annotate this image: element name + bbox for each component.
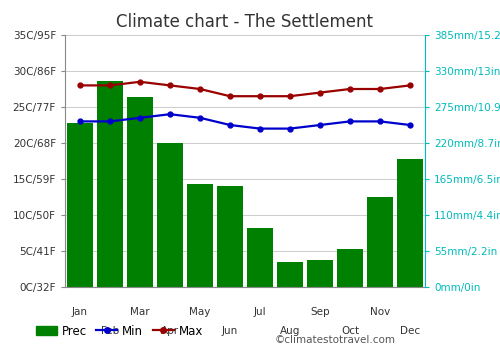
Text: Feb: Feb [101, 326, 119, 336]
Bar [127, 97, 153, 287]
Text: Aug: Aug [280, 326, 300, 336]
Bar [337, 249, 363, 287]
Bar [367, 197, 393, 287]
Legend: Prec, Min, Max: Prec, Min, Max [31, 320, 208, 342]
Bar [217, 186, 243, 287]
Text: Jan: Jan [72, 307, 88, 317]
Bar [397, 159, 423, 287]
Text: Jun: Jun [222, 326, 238, 336]
Bar [97, 81, 123, 287]
Text: Nov: Nov [370, 307, 390, 317]
Bar [157, 143, 183, 287]
Text: May: May [190, 307, 210, 317]
Text: Oct: Oct [341, 326, 359, 336]
Bar [187, 184, 213, 287]
Text: Apr: Apr [161, 326, 179, 336]
Bar [67, 123, 93, 287]
Text: Sep: Sep [310, 307, 330, 317]
Bar [307, 259, 333, 287]
Text: Dec: Dec [400, 326, 420, 336]
Text: ©climatestotravel.com: ©climatestotravel.com [275, 335, 396, 345]
Bar [247, 228, 273, 287]
Text: Mar: Mar [130, 307, 150, 317]
Text: Jul: Jul [254, 307, 266, 317]
Bar [277, 262, 303, 287]
Title: Climate chart - The Settlement: Climate chart - The Settlement [116, 13, 374, 31]
